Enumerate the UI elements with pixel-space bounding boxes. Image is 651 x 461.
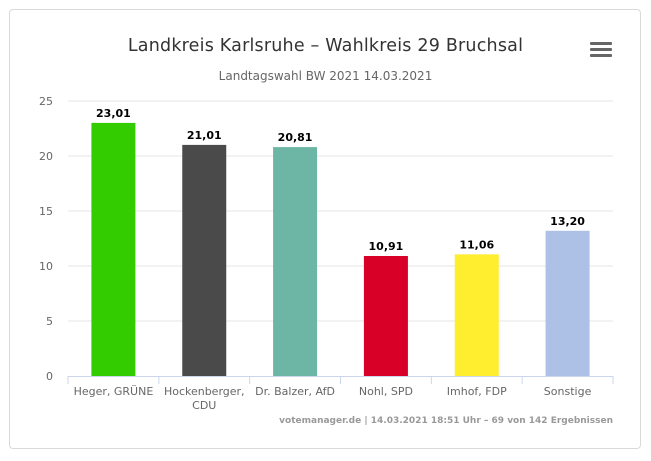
y-tick-label: 15: [39, 205, 53, 218]
credits-text[interactable]: votemanager.de | 14.03.2021 18:51 Uhr – …: [279, 416, 613, 426]
x-category-label: Sonstige: [544, 385, 592, 398]
data-label: 21,01: [187, 129, 222, 142]
x-category-label: CDU: [192, 399, 216, 412]
y-tick-label: 5: [46, 315, 53, 328]
data-label: 11,06: [459, 238, 494, 251]
bar: [91, 122, 136, 376]
chart-title: Landkreis Karlsruhe – Wahlkreis 29 Bruch…: [127, 36, 524, 56]
bar: [363, 255, 408, 376]
data-label: 20,81: [278, 131, 313, 144]
data-label: 10,91: [369, 240, 404, 253]
x-category-label: Imhof, FDP: [447, 385, 507, 398]
bar: [545, 230, 590, 376]
data-label: 13,20: [550, 215, 585, 228]
bar: [454, 254, 499, 376]
data-label: 23,01: [96, 107, 131, 120]
x-category-label: Hockenberger,: [164, 385, 245, 398]
x-category-label: Nohl, SPD: [359, 385, 413, 398]
y-tick-label: 25: [39, 95, 53, 108]
y-tick-label: 10: [39, 260, 53, 273]
x-category-label: Dr. Balzer, AfD: [255, 385, 335, 398]
bar: [182, 144, 227, 376]
bar: [273, 147, 318, 376]
hamburger-menu-icon[interactable]: [590, 42, 612, 60]
chart-subtitle: Landtagswahl BW 2021 14.03.2021: [218, 69, 433, 83]
y-tick-label: 0: [46, 370, 53, 383]
y-tick-label: 20: [39, 150, 53, 163]
x-category-label: Heger, GRÜNE: [74, 385, 154, 398]
